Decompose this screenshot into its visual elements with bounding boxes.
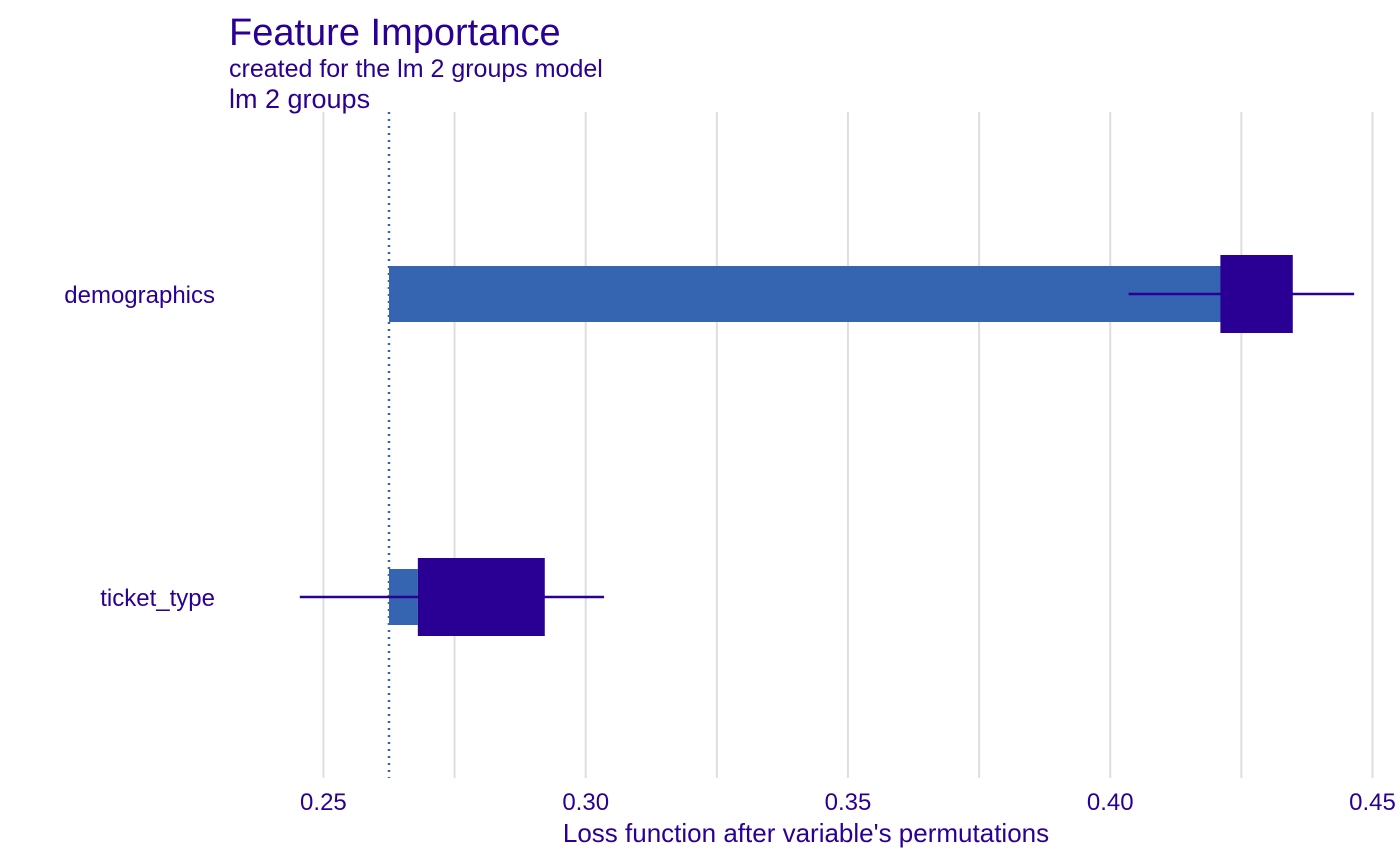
- y-category-label: demographics: [64, 282, 215, 309]
- chart-title: Feature Importance: [229, 12, 561, 54]
- importance-box: [417, 558, 545, 636]
- importance-bar: [388, 266, 1258, 322]
- x-tick-label: 0.40: [1087, 789, 1134, 816]
- label-layer: 0.25 0.30 0.35 0.40 0.45 demographics ticket_t…: [64, 282, 1396, 816]
- x-tick-label: 0.30: [562, 789, 609, 816]
- chart-subtitle: created for the lm 2 groups model: [229, 55, 603, 83]
- box-layer: [299, 255, 1355, 636]
- y-category-label: ticket_type: [100, 585, 215, 612]
- grid-layer: [322, 112, 1374, 778]
- x-axis-label: Loss function after variable's permutati…: [562, 818, 1050, 848]
- x-tick-label: 0.45: [1349, 789, 1396, 816]
- x-tick-label: 0.25: [300, 789, 347, 816]
- facet-label: lm 2 groups: [229, 84, 371, 114]
- importance-box: [1220, 255, 1293, 333]
- x-tick-label: 0.35: [825, 789, 872, 816]
